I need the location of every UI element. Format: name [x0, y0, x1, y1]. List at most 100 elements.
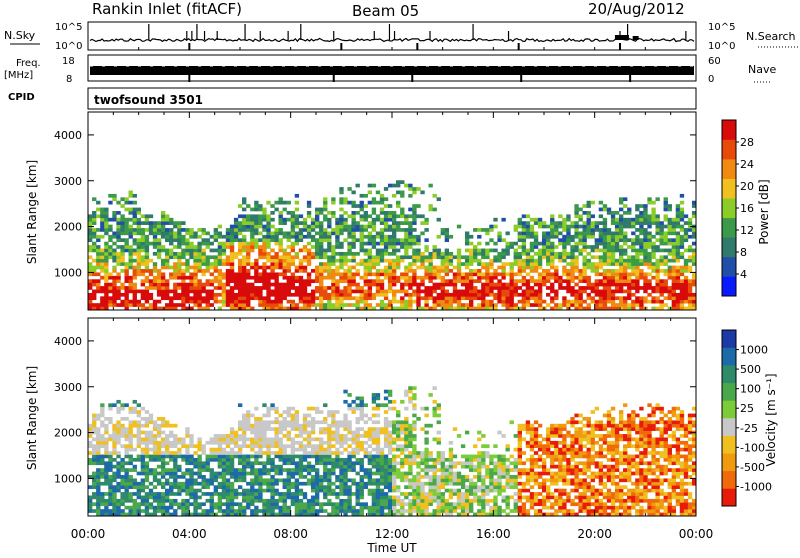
heatmap-cell: [197, 266, 201, 270]
heatmap-cell: [603, 283, 607, 287]
heatmap-cell: [100, 437, 104, 441]
heatmap-cell: [335, 272, 339, 276]
heatmap-cell: [218, 444, 222, 448]
heatmap-cell: [339, 465, 343, 469]
heatmap-cell: [485, 290, 489, 294]
heatmap-cell: [583, 225, 587, 229]
heatmap-cell: [165, 259, 169, 263]
heatmap-cell: [185, 499, 189, 503]
heatmap-cell: [161, 492, 165, 496]
heatmap-cell: [250, 283, 254, 287]
heatmap-cell: [323, 252, 327, 256]
heatmap-cell: [165, 252, 169, 256]
heatmap-cell: [230, 255, 234, 259]
heatmap-cell: [368, 242, 372, 246]
heatmap-cell: [311, 448, 315, 452]
heatmap-cell: [542, 279, 546, 283]
heatmap-cell: [133, 266, 137, 270]
heatmap-cell: [485, 286, 489, 290]
heatmap-cell: [124, 221, 128, 225]
heatmap-cell: [412, 238, 416, 242]
heatmap-cell: [449, 303, 453, 307]
heatmap-cell: [258, 499, 262, 503]
heatmap-cell: [181, 300, 185, 304]
heatmap-cell: [384, 252, 388, 256]
heatmap-cell: [360, 482, 364, 486]
heatmap-cell: [157, 293, 161, 297]
heatmap-cell: [680, 303, 684, 307]
heatmap-cell: [477, 279, 481, 283]
heatmap-cell: [416, 286, 420, 290]
heatmap-cell: [599, 262, 603, 266]
heatmap-cell: [489, 283, 493, 287]
heatmap-cell: [343, 390, 347, 394]
heatmap-cell: [360, 468, 364, 472]
heatmap-cell: [368, 451, 372, 455]
heatmap-cell: [283, 451, 287, 455]
heatmap-cell: [376, 468, 380, 472]
heatmap-cell: [218, 461, 222, 465]
heatmap-cell: [376, 290, 380, 294]
heatmap-cell: [351, 272, 355, 276]
heatmap-cell: [274, 465, 278, 469]
heatmap-cell: [153, 283, 157, 287]
heatmap-cell: [607, 272, 611, 276]
heatmap-cell: [587, 225, 591, 229]
heatmap-cell: [445, 300, 449, 304]
heatmap-cell: [153, 225, 157, 229]
noise-block: [633, 36, 639, 40]
heatmap-cell: [356, 485, 360, 489]
heatmap-cell: [250, 231, 254, 235]
heatmap-cell: [311, 496, 315, 500]
heatmap-cell: [647, 259, 651, 263]
heatmap-cell: [449, 262, 453, 266]
heatmap-cell: [420, 191, 424, 195]
heatmap-cell: [368, 434, 372, 438]
heatmap-cell: [603, 249, 607, 253]
heatmap-cell: [258, 448, 262, 452]
heatmap-cell: [364, 218, 368, 222]
heatmap-cell: [120, 249, 124, 253]
heatmap-cell: [643, 228, 647, 232]
heatmap-cell: [279, 472, 283, 476]
heatmap-cell: [274, 266, 278, 270]
heatmap-cell: [266, 458, 270, 462]
heatmap-cell: [351, 255, 355, 259]
heatmap-cell: [254, 420, 258, 424]
heatmap-cell: [489, 279, 493, 283]
heatmap-cell: [651, 276, 655, 280]
heatmap-cell: [226, 489, 230, 493]
heatmap-cell: [627, 283, 631, 287]
heatmap-cell: [153, 286, 157, 290]
heatmap-cell: [287, 431, 291, 435]
heatmap-cell: [493, 272, 497, 276]
heatmap-cell: [299, 238, 303, 242]
heatmap-cell: [672, 225, 676, 229]
heatmap-cell: [392, 214, 396, 218]
heatmap-cell: [360, 397, 364, 401]
heatmap-cell: [145, 262, 149, 266]
heatmap-cell: [315, 420, 319, 424]
heatmap-cell: [299, 472, 303, 476]
heatmap-cell: [611, 290, 615, 294]
heatmap-cell: [583, 276, 587, 280]
heatmap-cell: [416, 242, 420, 246]
heatmap-cell: [137, 420, 141, 424]
heatmap-cell: [189, 300, 193, 304]
heatmap-cell: [372, 266, 376, 270]
heatmap-cell: [157, 499, 161, 503]
heatmap-cell: [485, 283, 489, 287]
heatmap-cell: [660, 242, 664, 246]
heatmap-cell: [364, 431, 368, 435]
heatmap-cell: [116, 211, 120, 215]
heatmap-cell: [173, 485, 177, 489]
heatmap-cell: [388, 472, 392, 476]
heatmap-cell: [380, 502, 384, 506]
heatmap-cell: [165, 482, 169, 486]
heatmap-cell: [270, 489, 274, 493]
heatmap-cell: [587, 259, 591, 263]
heatmap-cell: [279, 201, 283, 205]
heatmap-cell: [526, 283, 530, 287]
heatmap-cell: [433, 208, 437, 212]
heatmap-cell: [510, 279, 514, 283]
